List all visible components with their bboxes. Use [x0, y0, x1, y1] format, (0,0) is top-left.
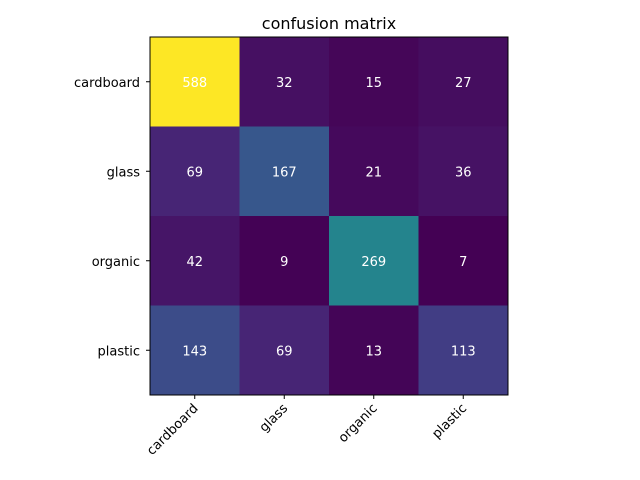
heatmap-cell-glass-organic — [329, 126, 419, 217]
y-axis: cardboard glass organic plastic — [74, 76, 150, 359]
heatmap-cell-cardboard-glass — [239, 37, 330, 127]
y-tick-label-glass: glass — [107, 165, 141, 180]
cell-value-plastic-cardboard: 143 — [182, 344, 207, 359]
heatmap-cell-plastic-organic — [329, 305, 419, 396]
cell-value-cardboard-cardboard: 588 — [182, 76, 207, 91]
heatmap-cell-plastic-cardboard — [150, 305, 240, 396]
cell-value-organic-organic: 269 — [361, 255, 386, 270]
cell-value-plastic-plastic: 113 — [451, 344, 476, 359]
y-tick-label-organic: organic — [92, 255, 140, 270]
heatmap-cell-organic-cardboard — [150, 216, 240, 306]
cell-value-glass-plastic: 36 — [455, 165, 472, 180]
cell-value-glass-cardboard: 69 — [186, 165, 203, 180]
cell-value-cardboard-plastic: 27 — [455, 76, 472, 91]
heatmap-cell-cardboard-plastic — [418, 37, 509, 127]
x-tick-label-glass: glass — [257, 401, 291, 435]
y-tick-label-cardboard: cardboard — [74, 76, 140, 91]
x-tick-label-plastic: plastic — [429, 401, 470, 442]
heatmap-cell-glass-cardboard — [150, 126, 240, 217]
cell-value-plastic-glass: 69 — [276, 344, 293, 359]
cell-value-glass-organic: 21 — [365, 165, 382, 180]
cell-value-organic-cardboard: 42 — [186, 255, 203, 270]
heatmap-cell-cardboard-organic — [329, 37, 419, 127]
cell-value-cardboard-organic: 15 — [365, 76, 382, 91]
x-tick-label-cardboard: cardboard — [144, 401, 201, 458]
heatmap-cell-plastic-plastic — [418, 305, 509, 396]
chart-title: confusion matrix — [262, 14, 396, 33]
heatmap-cell-organic-plastic — [418, 216, 509, 306]
plot-frame — [149, 36, 509, 396]
cell-value-cardboard-glass: 32 — [276, 76, 293, 91]
y-tick-label-plastic: plastic — [98, 344, 140, 359]
x-tick-label-organic: organic — [336, 401, 381, 446]
heatmap-cell-organic-organic — [329, 216, 419, 306]
heatmap-cell-plastic-glass — [239, 305, 330, 396]
heatmap-cell-glass-plastic — [418, 126, 509, 217]
x-axis: cardboard glass organic plastic — [144, 395, 470, 459]
heatmap-cell-cardboard-cardboard — [150, 37, 240, 127]
cell-value-glass-glass: 167 — [272, 165, 297, 180]
cell-value-organic-plastic: 7 — [459, 255, 467, 270]
heatmap-cell-glass-glass — [239, 126, 330, 217]
heatmap-cell-organic-glass — [239, 216, 330, 306]
heatmap-cell-labels: 588 32 15 27 69 167 21 36 42 9 269 7 143 69 13 113 — [182, 76, 475, 360]
cell-value-organic-glass: 9 — [280, 255, 288, 270]
heatmap-cells — [150, 37, 509, 396]
cell-value-plastic-organic: 13 — [365, 344, 382, 359]
